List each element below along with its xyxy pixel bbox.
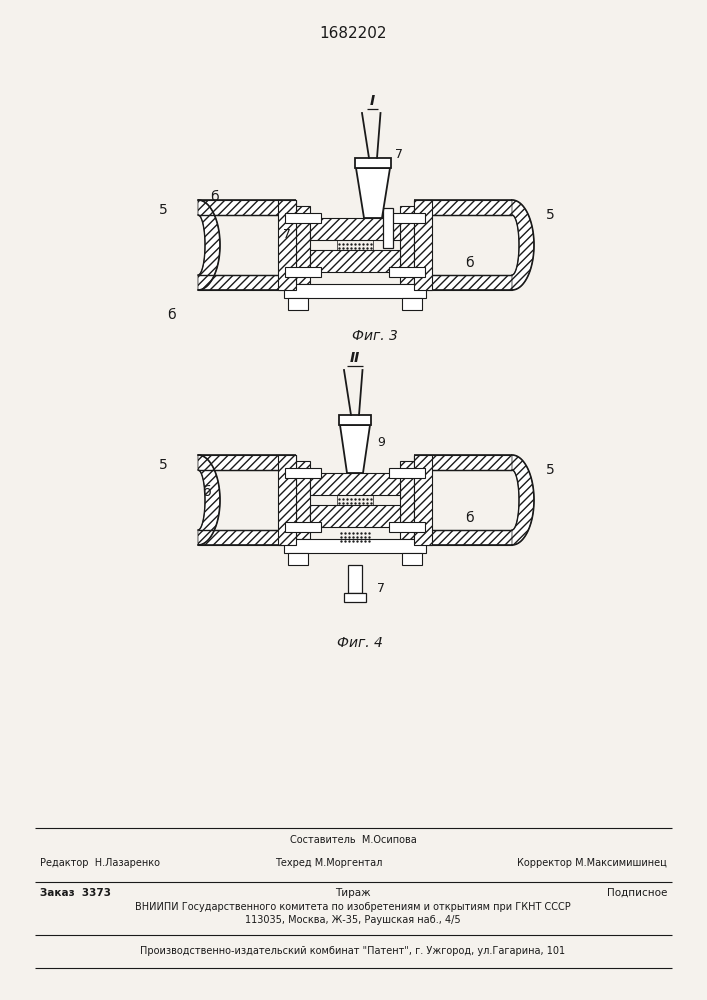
Text: 5: 5	[546, 463, 555, 477]
Bar	[198, 530, 296, 545]
Text: Техред М.Моргентал: Техред М.Моргентал	[275, 858, 382, 868]
Bar	[414, 200, 432, 290]
Text: б: б	[464, 511, 473, 525]
Bar	[296, 206, 310, 284]
Bar	[198, 275, 296, 290]
Bar	[310, 505, 400, 527]
Bar	[337, 495, 373, 505]
Text: Корректор М.Максимишинец: Корректор М.Максимишинец	[517, 858, 667, 868]
Bar	[310, 473, 400, 495]
Bar	[310, 250, 400, 272]
Bar	[389, 522, 425, 532]
Text: 113035, Москва, Ж-35, Раушская наб., 4/5: 113035, Москва, Ж-35, Раушская наб., 4/5	[245, 915, 461, 925]
Text: Заказ  3373: Заказ 3373	[40, 888, 111, 898]
Text: Производственно-издательский комбинат "Патент", г. Ужгород, ул.Гагарина, 101: Производственно-издательский комбинат "П…	[141, 946, 566, 956]
Bar	[400, 206, 414, 284]
Bar	[348, 565, 362, 593]
Bar	[400, 461, 414, 539]
Bar	[296, 461, 310, 539]
Bar	[339, 415, 371, 425]
Bar	[414, 200, 512, 215]
Bar	[355, 158, 391, 168]
Bar	[414, 275, 512, 290]
Text: б: б	[464, 256, 473, 270]
Bar	[198, 455, 296, 470]
Text: 7: 7	[395, 148, 403, 161]
Text: б: б	[167, 308, 175, 322]
Text: 1682202: 1682202	[320, 25, 387, 40]
Polygon shape	[512, 455, 534, 545]
Text: 5: 5	[159, 458, 168, 472]
Bar	[278, 455, 296, 545]
Bar	[288, 298, 308, 310]
Bar	[389, 267, 425, 277]
Bar	[344, 593, 366, 602]
Text: Фиг. 4: Фиг. 4	[337, 636, 383, 650]
Bar	[198, 200, 296, 215]
Bar	[383, 208, 393, 248]
Text: 9: 9	[377, 436, 385, 450]
Text: Подписное: Подписное	[607, 888, 667, 898]
Bar	[389, 468, 425, 478]
Polygon shape	[512, 200, 534, 290]
Bar	[284, 539, 426, 553]
Text: б: б	[210, 190, 218, 204]
Bar	[278, 200, 296, 290]
Text: 7: 7	[377, 582, 385, 595]
Text: I: I	[370, 94, 375, 108]
Bar	[414, 455, 512, 470]
Bar	[389, 213, 425, 223]
Text: Фиг. 3: Фиг. 3	[352, 329, 398, 343]
Bar	[414, 455, 432, 545]
Polygon shape	[356, 168, 390, 218]
Text: 5: 5	[546, 208, 555, 222]
Bar	[414, 530, 512, 545]
Bar	[337, 240, 373, 250]
Text: б: б	[201, 485, 210, 499]
Text: Тираж: Тираж	[335, 888, 370, 898]
Bar	[288, 553, 308, 565]
Bar	[285, 213, 321, 223]
Text: Составитель  М.Осипова: Составитель М.Осипова	[290, 835, 416, 845]
Bar	[285, 468, 321, 478]
Text: 7: 7	[283, 229, 291, 241]
Text: Редактор  Н.Лазаренко: Редактор Н.Лазаренко	[40, 858, 160, 868]
Bar	[285, 522, 321, 532]
Bar	[285, 267, 321, 277]
Bar	[402, 298, 422, 310]
Polygon shape	[198, 455, 220, 545]
Text: II: II	[350, 351, 360, 365]
Polygon shape	[340, 425, 370, 473]
Text: 5: 5	[159, 203, 168, 217]
Text: ВНИИПИ Государственного комитета по изобретениям и открытиям при ГКНТ СССР: ВНИИПИ Государственного комитета по изоб…	[135, 902, 571, 912]
Bar	[310, 218, 400, 240]
Polygon shape	[198, 200, 220, 290]
Bar	[284, 284, 426, 298]
Bar	[402, 553, 422, 565]
